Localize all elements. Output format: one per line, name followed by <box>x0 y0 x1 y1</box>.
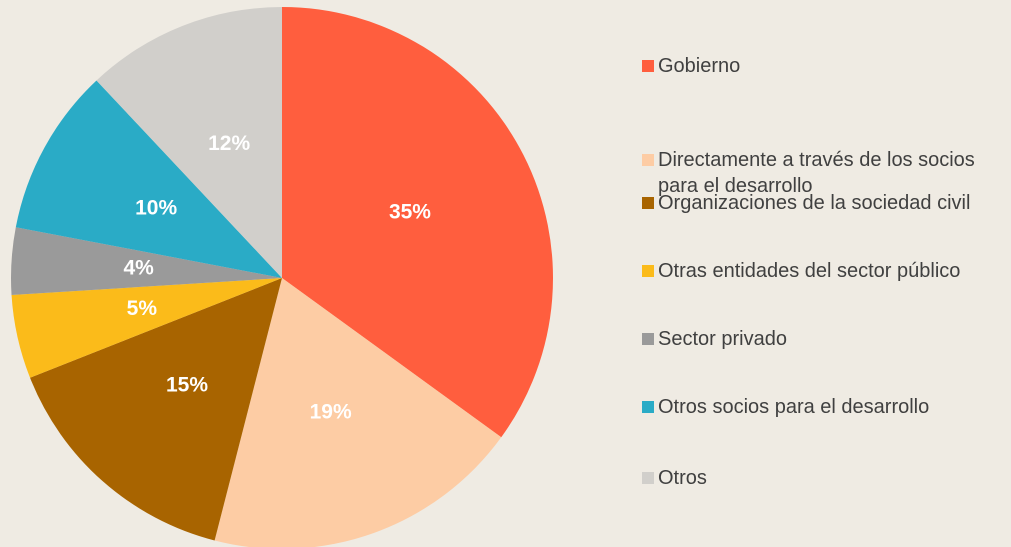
pie-slice <box>282 7 553 438</box>
data-label: 15% <box>166 373 208 396</box>
legend-swatch <box>642 401 654 413</box>
pie-slice <box>15 80 283 279</box>
legend-label: Gobierno <box>658 55 741 77</box>
legend-entry: Otras entidades del sector público <box>640 258 1011 284</box>
legend-label: Directamente a través de los socios para… <box>658 149 975 197</box>
legend-entry: Sector privado <box>640 326 1011 352</box>
legend-swatch <box>642 60 654 72</box>
legend-entry: Directamente a través de los socios para… <box>640 147 1011 199</box>
pie-slice <box>11 278 282 378</box>
pie-slice <box>30 278 282 541</box>
pie-slice <box>10 227 282 296</box>
data-label: 12% <box>208 132 250 155</box>
data-label: 4% <box>123 257 154 280</box>
legend-label: Organizaciones de la sociedad civil <box>658 192 971 214</box>
pie-slice <box>96 7 282 278</box>
legend-entry: Otros socios para el desarrollo <box>640 394 1011 420</box>
legend-swatch <box>642 472 654 484</box>
pie-slice <box>214 278 502 547</box>
data-label: 19% <box>310 401 352 424</box>
legend-entry: Gobierno <box>640 53 1011 79</box>
legend-label: Sector privado <box>658 328 787 350</box>
legend-label: Otros <box>658 467 707 489</box>
data-label: 35% <box>389 200 431 223</box>
legend-entry: Otros <box>640 465 1011 491</box>
data-label: 5% <box>127 297 158 320</box>
chart: 35% 19% 15% 5% 4% 10% 12% <box>10 7 553 547</box>
legend-swatch <box>642 154 654 166</box>
data-label: 10% <box>135 196 177 219</box>
legend-swatch <box>642 265 654 277</box>
legend-label: Otras entidades del sector público <box>658 260 961 282</box>
legend-entry: Organizaciones de la sociedad civil <box>640 190 1011 216</box>
legend-label: Otros socios para el desarrollo <box>658 396 930 418</box>
legend-swatch <box>642 197 654 209</box>
legend-swatch <box>642 333 654 345</box>
